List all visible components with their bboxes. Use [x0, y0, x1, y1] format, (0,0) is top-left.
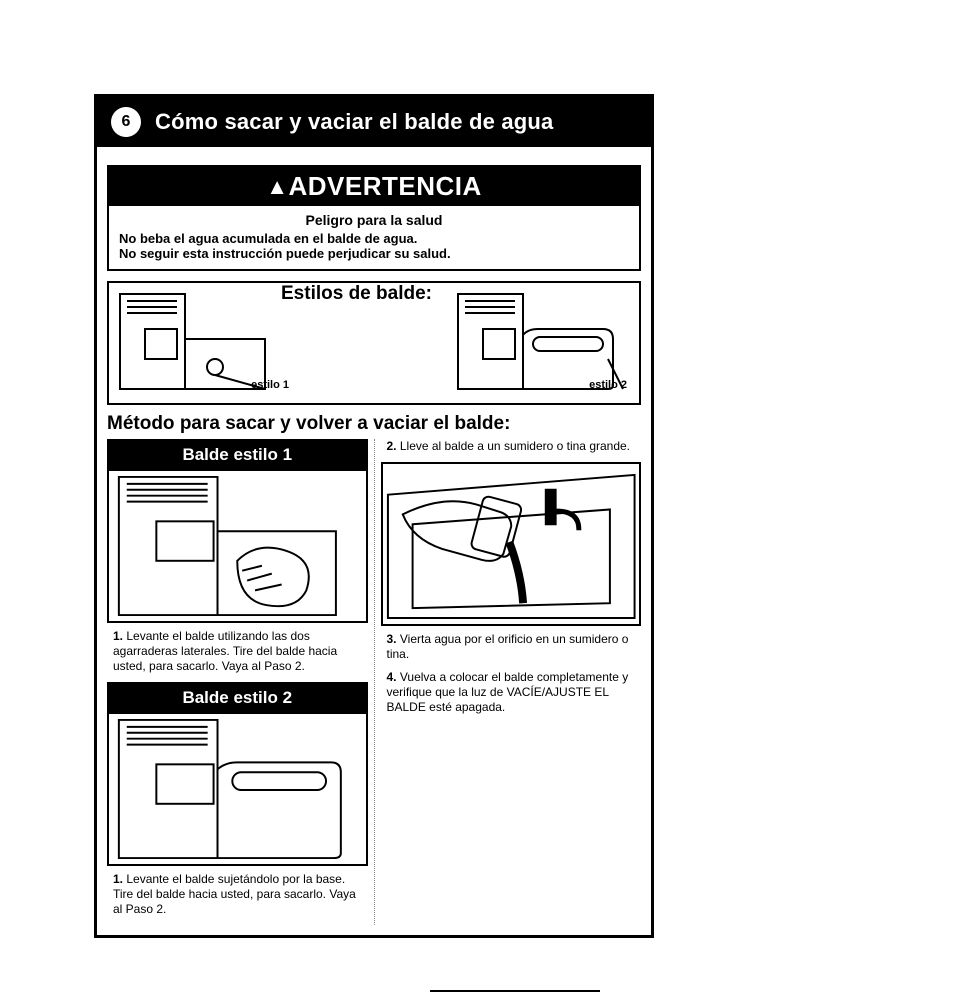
style2-step1-text: 1. Levante el balde sujetándolo por la b… — [113, 872, 362, 917]
step2-text: 2. Lleve al balde a un sumidero o tina g… — [387, 439, 636, 454]
warning-line1: Peligro para la salud — [119, 212, 629, 228]
step3-body: Vierta agua por el orificio en un sumide… — [387, 632, 629, 661]
bucket-styles-panel: Estilos de balde: estilo 1 — [107, 281, 641, 405]
spacer — [97, 147, 651, 165]
instruction-columns: Balde estilo 1 1. Levante el balde utili — [107, 439, 641, 925]
warning-body: Peligro para la salud No beba el agua ac… — [109, 206, 639, 269]
style1-remove-figure — [107, 471, 368, 623]
left-column: Balde estilo 1 1. Levante el balde utili — [107, 439, 374, 925]
step-number: 6 — [122, 113, 131, 131]
style2-label: estilo 2 — [589, 379, 627, 391]
method-heading: Método para sacar y volver a vaciar el b… — [107, 413, 641, 435]
step4-text: 4. Vuelva a colocar el balde completamen… — [387, 670, 636, 715]
step3-text: 3. Vierta agua por el orificio en un sum… — [387, 632, 636, 662]
bucket-styles-title: Estilos de balde: — [281, 283, 432, 305]
style1-label: estilo 1 — [251, 379, 289, 391]
style1-bar: Balde estilo 1 — [107, 439, 368, 471]
style2-bar: Balde estilo 2 — [107, 682, 368, 714]
warning-line3: No seguir esta instrucción puede perjudi… — [119, 246, 629, 261]
section-header: 6 Cómo sacar y vaciar el balde de agua — [97, 97, 651, 147]
pour-sink-figure — [381, 462, 642, 626]
manual-page: 6 Cómo sacar y vaciar el balde de agua ▲… — [94, 94, 654, 938]
bucket-style2-figure: estilo 2 — [453, 289, 633, 393]
style1-step1-text: 1. Levante el balde utilizando las dos a… — [113, 629, 362, 674]
warning-bar: ▲ADVERTENCIA — [109, 167, 639, 206]
warning-box: ▲ADVERTENCIA Peligro para la salud No be… — [107, 165, 641, 271]
section-title: Cómo sacar y vaciar el balde de agua — [155, 109, 554, 135]
style2-step1-body: Levante el balde sujetándolo por la base… — [113, 872, 356, 916]
step4-body: Vuelva a colocar el balde completamente … — [387, 670, 629, 714]
warning-label: ADVERTENCIA — [288, 171, 481, 201]
warning-line2: No beba el agua acumulada en el balde de… — [119, 231, 629, 246]
warning-triangle-icon: ▲ — [266, 174, 288, 199]
style2-remove-figure — [107, 714, 368, 866]
step2-body: Lleve al balde a un sumidero o tina gran… — [400, 439, 630, 453]
page-footer-rule — [430, 990, 600, 992]
bucket-style1-figure: estilo 1 — [115, 289, 295, 393]
step-number-badge: 6 — [111, 107, 141, 137]
right-column: 2. Lleve al balde a un sumidero o tina g… — [374, 439, 642, 925]
style1-step1-body: Levante el balde utilizando las dos agar… — [113, 629, 337, 673]
